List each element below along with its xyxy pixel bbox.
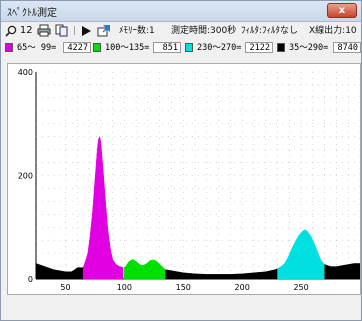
- x-tick-label: 100: [117, 283, 132, 292]
- measurement-time: 測定時間:300秒: [171, 26, 237, 36]
- export-icon: [97, 25, 110, 37]
- title-bar: ｽﾍﾟｸﾄﾙ測定 x: [1, 1, 361, 22]
- spectrum-chart[interactable]: 50 100 150 200 250 0 200 400: [7, 63, 361, 295]
- xray-output: X線出力:10: [309, 26, 357, 36]
- toolbar-separator: |: [73, 26, 77, 36]
- roi-label: 35～290=: [289, 43, 329, 53]
- zoom-value: 12: [19, 25, 33, 36]
- roi-label: 100～135=: [105, 43, 150, 53]
- roi-count: 2122: [245, 42, 273, 53]
- spectrum-region-0: [35, 263, 84, 280]
- print-button[interactable]: [37, 24, 51, 38]
- roi-swatch: [5, 43, 13, 52]
- window-title: ｽﾍﾟｸﾄﾙ測定: [7, 8, 57, 19]
- play-button[interactable]: [81, 24, 92, 38]
- spectrum-region-2: [124, 259, 166, 280]
- toolbar: 12 | ﾒﾓﾘｰ数:1 測定時間:300秒 ﾌｨﾙﾀ:ﾌｨﾙﾀなし X線出力:…: [1, 22, 361, 40]
- y-tick-label: 200: [18, 172, 33, 181]
- y-tick-label: 400: [18, 68, 33, 77]
- play-icon: [82, 25, 91, 36]
- roi-range-magenta[interactable]: 65～ 99= 4227: [5, 42, 91, 54]
- spectrum-region-4: [277, 229, 325, 280]
- x-tick-label: 250: [293, 283, 308, 292]
- export-button[interactable]: [97, 24, 111, 38]
- copy-button[interactable]: [55, 24, 69, 38]
- zoom-tool[interactable]: 12: [5, 24, 33, 38]
- filter-status: ﾌｨﾙﾀ:ﾌｨﾙﾀなし: [241, 26, 299, 36]
- spectrum-region-3: [165, 268, 278, 280]
- memory-count: ﾒﾓﾘｰ数:1: [119, 26, 155, 36]
- spectrum-region-1: [82, 135, 124, 280]
- roi-count: 851: [153, 42, 181, 53]
- copy-icon: [55, 24, 68, 37]
- printer-icon: [37, 24, 51, 37]
- roi-label: 65～ 99=: [17, 43, 57, 53]
- roi-count: 4227: [63, 42, 91, 53]
- spectrum-plot[interactable]: 50 100 150 200 250 0 200 400: [8, 64, 361, 294]
- roi-count: 8740: [333, 42, 361, 53]
- x-tick-label: 150: [176, 283, 191, 292]
- x-tick-label: 50: [60, 283, 70, 292]
- x-tick-label: 200: [235, 283, 250, 292]
- roi-swatch: [185, 43, 193, 52]
- close-button[interactable]: x: [327, 3, 357, 18]
- roi-range-cyan[interactable]: 230～270= 2122: [185, 42, 273, 54]
- roi-swatch: [277, 43, 285, 52]
- magnifier-icon: [5, 25, 17, 37]
- roi-range-green[interactable]: 100～135= 851: [93, 42, 181, 54]
- roi-label: 230～270=: [197, 43, 242, 53]
- roi-swatch: [93, 43, 101, 52]
- y-tick-label: 0: [28, 275, 33, 284]
- roi-bar: 65～ 99= 4227 100～135= 851 230～270= 2122 …: [1, 41, 361, 55]
- roi-range-black[interactable]: 35～290= 8740: [277, 42, 361, 54]
- spectrum-region-5: [324, 263, 361, 280]
